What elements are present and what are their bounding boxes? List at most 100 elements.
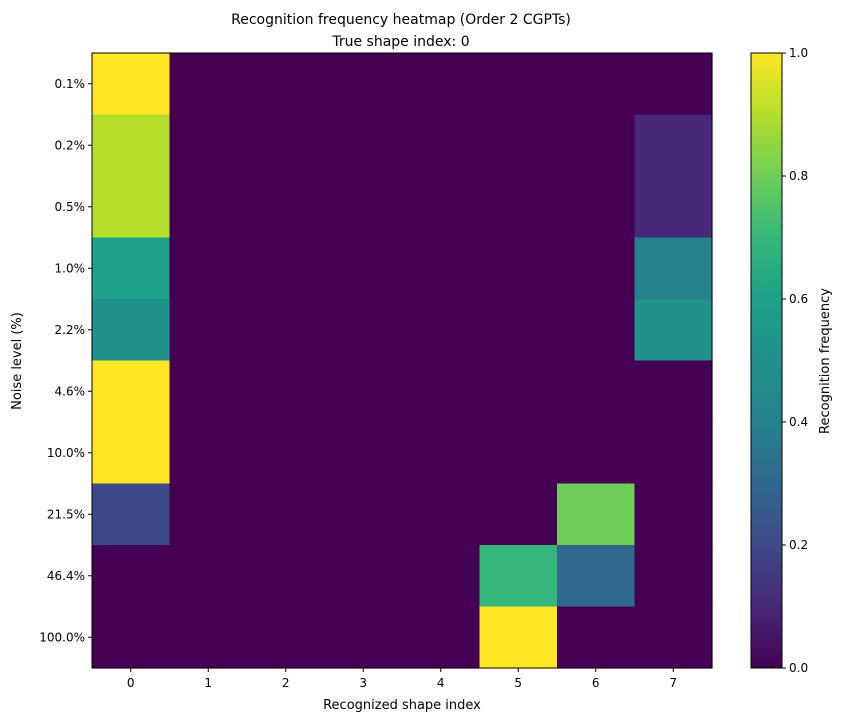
heatmap-cell-r0-c5 (479, 53, 558, 116)
heatmap-cell-r9-c0 (92, 606, 171, 669)
heatmap-cell-r9-c6 (557, 606, 636, 669)
heatmap-cell-r4-c3 (324, 299, 403, 362)
heatmap-cell-r4-c1 (169, 299, 248, 362)
y-tick-label: 0.5% (55, 200, 86, 214)
heatmap-cell-r1-c6 (557, 114, 636, 177)
colorbar-label: Recognition frequency (818, 288, 833, 434)
y-tick-label: 0.2% (55, 138, 86, 152)
x-tick-label: 1 (204, 676, 212, 690)
heatmap-cell-r9-c3 (324, 606, 403, 669)
x-tick-label: 4 (437, 676, 445, 690)
x-tick-label: 5 (514, 676, 522, 690)
heatmap-cell-r9-c2 (247, 606, 326, 669)
heatmap-cell-r6-c6 (557, 422, 636, 485)
heatmap-cell-r8-c3 (324, 545, 403, 608)
heatmap-cell-r8-c2 (247, 545, 326, 608)
heatmap-cell-r0-c0 (92, 53, 171, 116)
x-tick-label: 3 (359, 676, 367, 690)
heatmap-cell-r1-c7 (634, 114, 713, 177)
heatmap-cell-r6-c4 (402, 422, 481, 485)
heatmap-cell-r5-c0 (92, 360, 171, 423)
heatmap-cell-r7-c6 (557, 483, 636, 546)
x-tick-label: 6 (592, 676, 600, 690)
heatmap-cell-r8-c1 (169, 545, 248, 608)
heatmap-cell-r2-c5 (479, 176, 558, 239)
x-tick-label: 0 (127, 676, 135, 690)
y-tick-label: 2.2% (55, 323, 86, 337)
heatmap-cell-r0-c6 (557, 53, 636, 116)
x-tick-label: 7 (669, 676, 677, 690)
y-axis-ticks: 0.1% 0.2% 0.5% 1.0% 2.2% 4.6% 10.0% 21.5% 46.4% 1… (39, 77, 92, 644)
heatmap-cell-r7-c3 (324, 483, 403, 546)
chart-title: Recognition frequency heatmap (Order 2 C… (231, 12, 571, 28)
heatmap-cell-r2-c3 (324, 176, 403, 239)
heatmap-cell-r3-c1 (169, 237, 248, 300)
heatmap-cell-r6-c1 (169, 422, 248, 485)
heatmap-cell-r4-c5 (479, 299, 558, 362)
heatmap-cell-r6-c7 (634, 422, 713, 485)
x-axis-label: Recognized shape index (323, 698, 481, 713)
x-tick-label: 2 (282, 676, 290, 690)
heatmap-cell-r5-c3 (324, 360, 403, 423)
heatmap-cell-r3-c3 (324, 237, 403, 300)
heatmap-cell-r2-c7 (634, 176, 713, 239)
colorbar-ticks: 0.0 0.2 0.4 0.6 0.8 1.0 (782, 46, 808, 675)
heatmap-cell-r2-c0 (92, 176, 171, 239)
heatmap-cell-r1-c5 (479, 114, 558, 177)
heatmap-cell-r2-c2 (247, 176, 326, 239)
heatmap-cell-r1-c2 (247, 114, 326, 177)
y-axis-label: Noise level (%) (10, 312, 25, 410)
heatmap-cell-r7-c2 (247, 483, 326, 546)
heatmap-cell-r3-c4 (402, 237, 481, 300)
heatmap-cell-r0-c2 (247, 53, 326, 116)
y-tick-label: 4.6% (55, 384, 86, 398)
heatmap-cell-r7-c1 (169, 483, 248, 546)
heatmap-cell-r5-c2 (247, 360, 326, 423)
heatmap-cell-r2-c4 (402, 176, 481, 239)
plot-frame (91, 52, 713, 669)
heatmap-cell-r6-c0 (92, 422, 171, 485)
heatmap-cell-r0-c7 (634, 53, 713, 116)
colorbar-tick-label: 0.6 (789, 292, 808, 306)
heatmap-cell-r5-c7 (634, 360, 713, 423)
heatmap-cell-r8-c6 (557, 545, 636, 608)
heatmap-cell-r6-c5 (479, 422, 558, 485)
heatmap-cell-r2-c6 (557, 176, 636, 239)
heatmap-cell-r0-c1 (169, 53, 248, 116)
colorbar-tick-label: 1.0 (789, 46, 808, 60)
heatmap-cell-r1-c4 (402, 114, 481, 177)
heatmap-cell-r8-c4 (402, 545, 481, 608)
heatmap-cell-r2-c1 (169, 176, 248, 239)
heatmap-cell-r5-c6 (557, 360, 636, 423)
heatmap-cell-r9-c1 (169, 606, 248, 669)
heatmap-cell-r9-c5 (479, 606, 558, 669)
y-tick-label: 10.0% (47, 446, 85, 460)
heatmap-cell-r4-c6 (557, 299, 636, 362)
colorbar-tick-label: 0.2 (789, 538, 808, 552)
chart-subtitle: True shape index: 0 (331, 34, 469, 50)
heatmap-cell-r1-c1 (169, 114, 248, 177)
heatmap-cell-r8-c5 (479, 545, 558, 608)
colorbar-tick-label: 0.4 (789, 415, 808, 429)
y-tick-label: 1.0% (55, 261, 86, 275)
colorbar (750, 52, 783, 669)
heatmap-cell-r6-c3 (324, 422, 403, 485)
y-tick-label: 0.1% (55, 77, 86, 91)
y-tick-label: 46.4% (47, 569, 85, 583)
heatmap-cell-r1-c0 (92, 114, 171, 177)
x-axis-ticks: 0 1 2 3 4 5 6 7 (127, 668, 677, 690)
heatmap-cell-r4-c0 (92, 299, 171, 362)
heatmap-cell-r8-c0 (92, 545, 171, 608)
heatmap-cell-r4-c4 (402, 299, 481, 362)
heatmap-cell-r4-c2 (247, 299, 326, 362)
heatmap-cell-r5-c5 (479, 360, 558, 423)
heatmap-cell-r3-c7 (634, 237, 713, 300)
heatmap-cell-r0-c3 (324, 53, 403, 116)
heatmap-cell-r3-c2 (247, 237, 326, 300)
heatmap-cell-r5-c4 (402, 360, 481, 423)
heatmap-cell-r7-c4 (402, 483, 481, 546)
heatmap-cell-r9-c4 (402, 606, 481, 669)
y-tick-label: 100.0% (39, 630, 85, 644)
heatmap-cell-r0-c4 (402, 53, 481, 116)
heatmap-cell-r7-c0 (92, 483, 171, 546)
